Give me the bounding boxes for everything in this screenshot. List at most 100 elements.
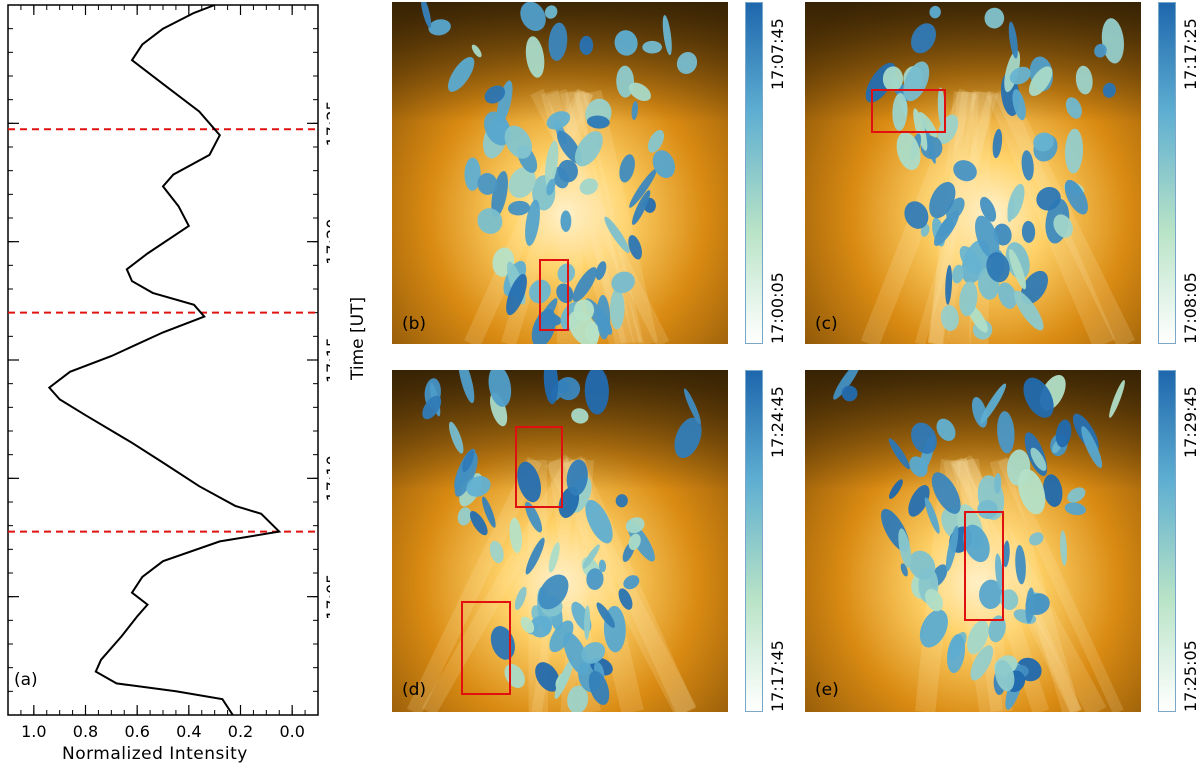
feature-blob (566, 459, 588, 496)
feature-blob (567, 685, 589, 712)
y-tick-label: 17:10 (323, 455, 330, 501)
feature-blob (1030, 447, 1047, 471)
feature-blob (1021, 150, 1034, 181)
feature-blob (563, 632, 589, 676)
colorbar-c-max: 17:17:25 (1181, 18, 1200, 90)
feature-blob (543, 370, 559, 405)
feature-blob (1013, 290, 1044, 331)
feature-blob (929, 181, 956, 219)
feature-blob (557, 263, 576, 283)
feature-blob (903, 61, 930, 102)
feature-blob (586, 115, 610, 129)
feature-blob (572, 267, 597, 302)
feature-blob (945, 525, 959, 572)
feature-blob (992, 128, 1003, 159)
image-panel-d: (d) (392, 370, 728, 712)
feature-blob (595, 261, 607, 280)
feature-blob (652, 150, 676, 179)
feature-blob (999, 589, 1019, 611)
feature-blob (911, 23, 936, 54)
colorbar-d-max: 17:24:45 (768, 386, 787, 458)
feature-blob (490, 626, 515, 660)
feature-blob (504, 125, 533, 159)
feature-blob (554, 658, 574, 699)
feature-blob (609, 288, 625, 330)
feature-blob (477, 208, 503, 234)
feature-blob (447, 56, 475, 92)
bright-streak (406, 456, 542, 712)
image-panel-c: (c) (805, 2, 1141, 344)
feature-blob (936, 418, 956, 441)
feature-blob (457, 507, 472, 526)
x-tick-label: 0.6 (124, 722, 149, 741)
feature-blob (1012, 89, 1026, 121)
y-tick-label: 17:05 (323, 574, 330, 620)
feature-blob (507, 200, 530, 216)
feature-blob (544, 5, 558, 19)
bright-streak (582, 89, 658, 344)
feature-blob (1043, 474, 1063, 507)
feature-blob (557, 159, 578, 183)
feature-blob (833, 370, 861, 400)
y-tick-label: 17:25 (323, 100, 330, 146)
feature-blob (1009, 66, 1031, 85)
x-tick-label: 0.8 (73, 722, 98, 741)
feature-blob (488, 370, 512, 407)
feature-blob (477, 172, 498, 195)
feature-blob (986, 252, 1010, 283)
feature-blob (525, 501, 543, 533)
feature-blob (619, 154, 635, 183)
feature-blob (520, 2, 546, 31)
feature-blob (900, 563, 908, 577)
feature-blob (1029, 532, 1044, 546)
feature-blob (919, 609, 948, 648)
feature-blob (1021, 220, 1036, 243)
bright-streak (927, 90, 994, 344)
feature-blob (482, 496, 496, 528)
feature-blob (931, 472, 961, 514)
feature-blob (994, 659, 1015, 692)
feature-blob (953, 160, 977, 182)
feature-blob (995, 553, 1003, 590)
feature-blob (647, 129, 665, 153)
feature-blob (997, 411, 1015, 454)
feature-blob (574, 131, 603, 167)
feature-blob (471, 44, 482, 58)
feature-blob (525, 36, 545, 78)
feature-blob (676, 51, 698, 74)
feature-blob (585, 499, 613, 544)
feature-blob (546, 178, 556, 196)
panel-label-b: (b) (402, 314, 427, 334)
feature-blob (908, 550, 936, 580)
feature-blob (632, 190, 651, 226)
x-tick-label: 1.0 (21, 722, 46, 741)
feature-blob (979, 579, 1003, 610)
feature-blob (904, 201, 929, 229)
feature-blob (631, 101, 639, 120)
feature-blob (939, 217, 954, 237)
feature-blob (642, 40, 663, 54)
feature-blob (1067, 487, 1086, 503)
intensity-line-chart: 1.0 0.8 0.6 0.4 0.2 0.0 17:05 17:10 17:15 17:20 17… (7, 4, 330, 741)
feature-blob (911, 422, 937, 454)
feature-blob (967, 620, 989, 655)
image-panel-b: (b) (392, 2, 728, 344)
colorbar-e (1158, 370, 1176, 712)
feature-blob (588, 670, 610, 705)
feature-blob (484, 85, 506, 104)
bright-streak (421, 456, 581, 712)
feature-blob (1033, 132, 1054, 152)
feature-blob (520, 616, 535, 634)
feature-blob (628, 235, 642, 260)
feature-blob (888, 438, 910, 470)
x-axis-label: Normalized Intensity (62, 744, 248, 764)
colorbar-b-max: 17:07:45 (768, 18, 787, 90)
feature-blob (506, 273, 527, 316)
feature-blob (568, 310, 599, 344)
feature-blob (548, 542, 560, 573)
colorbar-b-min: 17:00:05 (768, 272, 787, 344)
feature-blob (959, 281, 978, 317)
feature-blob (449, 421, 464, 454)
feature-blob (929, 5, 941, 19)
feature-blob (1025, 587, 1035, 624)
